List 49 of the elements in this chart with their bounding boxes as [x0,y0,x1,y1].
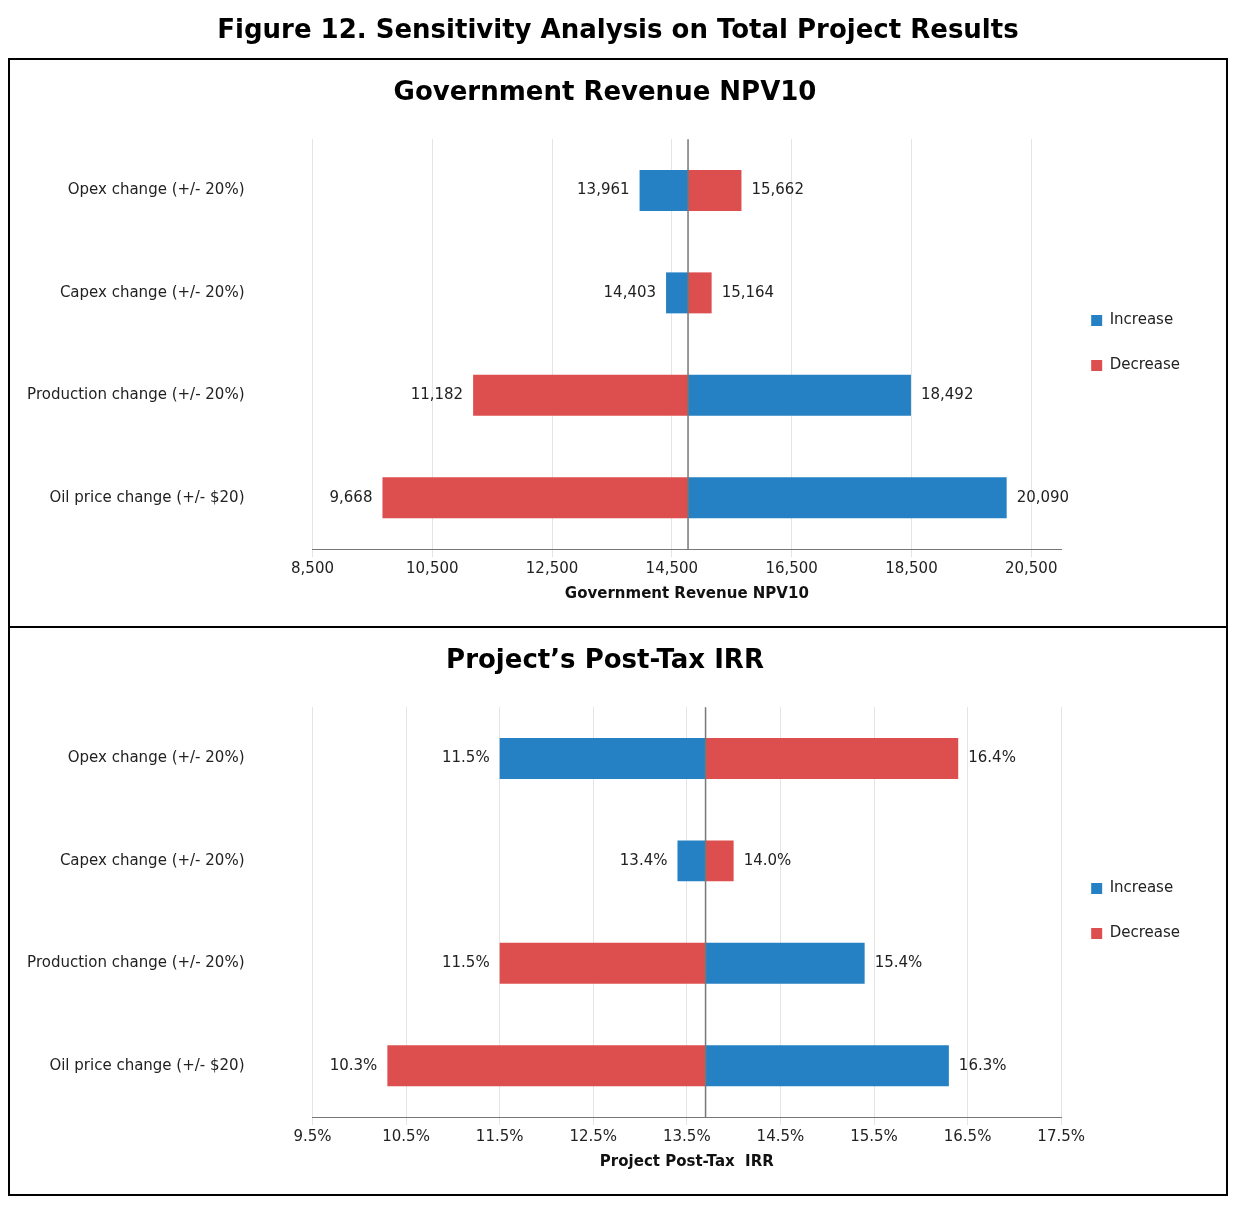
chart-title: Project’s Post-Tax IRR [446,644,764,675]
x-tick-label: 14,500 [645,558,699,577]
x-tick-label: 17.5% [1037,1126,1085,1145]
y-tick-label: Production change (+/- 20%) [27,385,245,404]
legend-label: Decrease [1109,923,1180,942]
chart-title: Government Revenue NPV10 [393,76,817,107]
y-tick-label: Opex change (+/- 20%) [67,748,245,767]
data-label: 13.4% [619,850,668,869]
y-tick-label: Oil price change (+/- $20) [49,487,245,506]
data-label: 13,961 [577,180,630,199]
legend-label: Decrease [1109,355,1180,374]
data-label: 14,403 [603,282,657,301]
y-tick-label: Production change (+/- 20%) [27,953,245,972]
x-tick-label: 14.5% [756,1126,805,1145]
x-axis-title: Project Post-Tax IRR [599,1151,775,1170]
x-tick-label: 12,500 [525,558,579,577]
data-label: 16.4% [968,748,1016,767]
x-tick-label: 13.5% [663,1126,711,1145]
x-tick-label: 12.5% [569,1126,618,1145]
data-label: 15.4% [874,953,923,972]
data-label: 16.3% [958,1055,1007,1074]
data-label: 18,492 [920,385,974,404]
y-tick-label: Capex change (+/- 20%) [59,850,245,869]
data-label: 9,668 [329,487,373,506]
y-tick-label: Opex change (+/- 20%) [67,180,245,199]
x-axis-title: Government Revenue NPV10 [564,583,809,602]
data-label: 11.5% [442,953,490,972]
data-label: 14.0% [743,850,792,869]
data-label: 11.5% [442,748,490,767]
x-tick-label: 9.5% [293,1126,332,1145]
x-tick-label: 11.5% [475,1126,524,1145]
x-tick-label: 18,500 [885,558,938,577]
x-tick-label: 20,500 [1004,558,1058,577]
x-tick-label: 10.5% [382,1126,430,1145]
data-label: 11,182 [410,385,464,404]
legend-label: Increase [1109,878,1174,897]
x-tick-label: 8,500 [291,558,334,577]
data-label: 15,164 [721,282,775,301]
x-tick-label: 15.5% [850,1126,898,1145]
legend-label: Increase [1109,310,1174,329]
y-tick-label: Capex change (+/- 20%) [59,282,245,301]
x-tick-label: 16,500 [765,558,818,577]
x-tick-label: 16.5% [943,1126,992,1145]
data-label: 20,090 [1016,487,1070,506]
y-tick-label: Oil price change (+/- $20) [49,1055,245,1074]
x-tick-label: 10,500 [406,558,459,577]
data-label: 10.3% [329,1055,378,1074]
caption: Figure 12. Sensitivity Analysis on Total Project Results [216,13,1020,46]
data-label: 15,662 [751,180,804,199]
